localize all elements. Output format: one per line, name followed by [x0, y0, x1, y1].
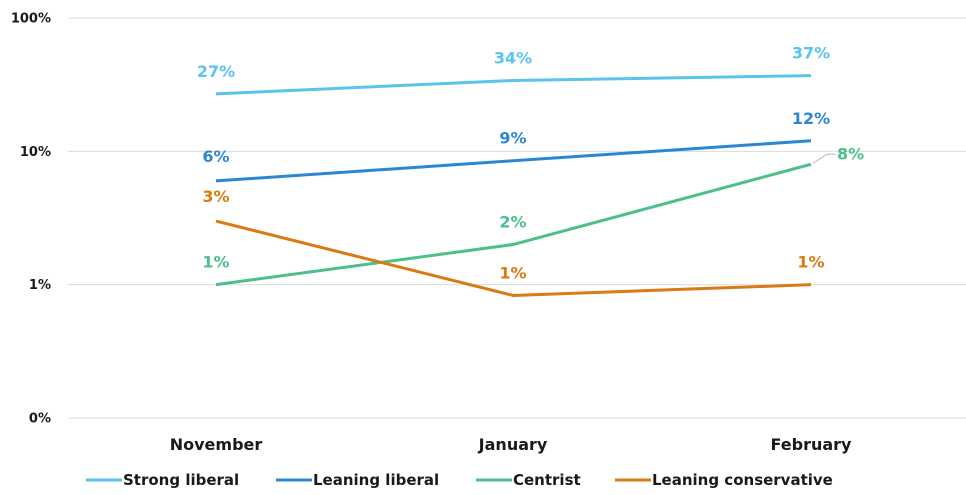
- legend-label: Leaning conservative: [652, 471, 833, 489]
- x-category-label: February: [771, 435, 853, 454]
- data-label: 12%: [792, 109, 830, 128]
- data-label: 27%: [197, 62, 235, 81]
- x-axis-labels: November January February: [170, 435, 852, 454]
- data-label: 37%: [792, 44, 830, 63]
- series-lines: [215, 74, 812, 297]
- data-labels: 27% 34% 37% 6% 9% 12% 1% 2% 8% 3% 1% 1%: [197, 44, 864, 283]
- y-tick-label: 100%: [11, 12, 51, 27]
- legend-label: Centrist: [513, 471, 581, 489]
- series-line: [215, 162, 812, 287]
- data-label: 8%: [837, 144, 864, 163]
- x-category-label: November: [170, 435, 263, 454]
- data-label: 6%: [202, 147, 229, 166]
- y-axis-ticks: 0% 1% 10% 100%: [11, 12, 51, 427]
- data-label: 1%: [202, 253, 229, 272]
- label-leader-line: [812, 153, 835, 164]
- legend: Strong liberal Leaning liberal Centrist Lea…: [86, 471, 833, 489]
- y-tick-label: 1%: [29, 278, 51, 293]
- series-line: [215, 139, 812, 183]
- data-label: 2%: [499, 213, 526, 232]
- data-label: 3%: [202, 187, 229, 206]
- legend-label: Leaning liberal: [313, 471, 439, 489]
- series-line: [215, 74, 812, 96]
- data-label: 1%: [797, 253, 824, 272]
- y-tick-label: 10%: [20, 145, 51, 160]
- series-line: [215, 219, 812, 297]
- data-label: 9%: [499, 129, 526, 148]
- x-category-label: January: [478, 435, 548, 454]
- data-label: 34%: [494, 48, 532, 67]
- y-tick-label: 0%: [29, 412, 51, 427]
- legend-label: Strong liberal: [123, 471, 239, 489]
- data-label: 1%: [499, 263, 526, 282]
